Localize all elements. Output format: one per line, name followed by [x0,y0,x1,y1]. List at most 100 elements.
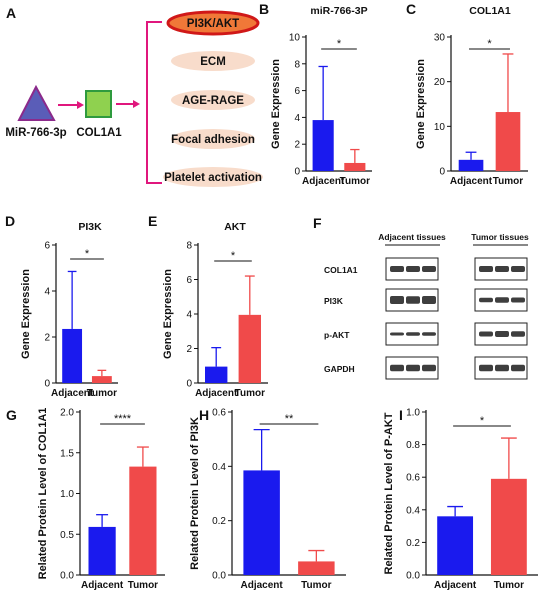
blot-band [406,296,420,304]
y-tick-label: 2 [186,344,192,355]
panel-letter: C [406,1,416,17]
blot-band [479,266,493,272]
y-axis-label: Gene Expression [270,59,282,149]
blot-row-label: p-AKT [324,330,350,340]
chart-title: miR-766-3P [310,5,367,17]
blot-band [422,266,436,272]
blot-band [479,331,493,337]
y-tick-label: 6 [294,86,300,97]
panel-letter: E [148,213,157,229]
y-tick-label: 0.6 [406,473,420,484]
pathway-label: Platelet activation [164,172,262,184]
pathway-label: PI3K/AKT [187,18,239,30]
y-tick-label: 8 [186,241,192,252]
y-tick-label: 10 [434,122,446,133]
pathway-oval [171,90,255,110]
blot-band [511,364,525,372]
chart-i: I 0.0 0.2 0.4 0.6 0.8 1.0 Related Protein Level… [383,407,538,591]
y-tick-label: 0.6 [212,408,226,419]
arrow-1-head-icon [77,101,84,109]
y-tick-label: 6 [44,241,50,252]
panel-letter: G [6,407,17,423]
y-tick-label: 1.0 [60,489,74,500]
blot-band [406,364,420,372]
y-axis-label: Related Protein Level of P-AKT [383,412,395,574]
blot-band [479,364,493,372]
x-tick-label: Tumor [87,388,117,399]
bar [243,470,280,575]
mirna-triangle-icon [17,84,56,121]
bar [344,162,366,171]
chart-title: COL1A1 [469,5,511,17]
bar [129,466,157,575]
bar [458,159,484,171]
panel-a: A MiR-766-3p COL1A1 PI3K/AKT ECM AGE-RAG… [5,5,263,187]
bar [238,314,261,383]
y-tick-label: 0.0 [60,571,74,582]
significance-label: * [85,248,90,260]
bar [312,120,334,171]
x-tick-label: Adjacent [241,580,284,591]
y-tick-label: 4 [294,113,300,124]
x-tick-label: Tumor [493,176,523,187]
y-tick-label: 0 [294,167,300,178]
bar [495,112,521,171]
blot-rows: COL1A1 PI3K p-AKT GAPDH [324,257,528,380]
y-axis-label: Gene Expression [162,269,174,359]
bar [205,366,228,383]
x-tick-label: Adjacent [434,580,477,591]
blot-band [406,266,420,272]
mirna-label: MiR-766-3p [5,127,66,139]
significance-label: * [337,38,342,50]
bar [437,516,474,575]
y-tick-label: 0.5 [60,530,74,541]
y-axis-label: Gene Expression [20,269,32,359]
significance-label: ** [285,413,294,425]
x-tick-label: Tumor [340,176,370,187]
pathway-label: ECM [200,56,226,68]
y-tick-label: 2.0 [60,408,74,419]
x-tick-label: Tumor [494,580,524,591]
y-tick-label: 4 [186,310,192,321]
y-tick-label: 30 [434,33,446,44]
panel-letter: B [259,1,269,17]
panel-f: F Adjacent tissues Tumor tissues COL1A1 P… [313,215,529,380]
blot-band [390,266,404,272]
blot-band [422,332,436,336]
blot-band [511,297,525,303]
panel-letter: H [199,407,209,423]
x-tick-label: Adjacent [450,176,493,187]
blot-band [406,332,420,336]
y-tick-label: 0.4 [212,462,226,473]
y-tick-label: 0 [439,167,445,178]
significance-label: * [487,38,492,50]
blot-band [495,266,509,272]
panel-letter-f: F [313,215,322,231]
pathway-oval [163,167,263,187]
x-tick-label: Adjacent [195,388,238,399]
bar [88,526,116,575]
panel-letter: D [5,213,15,229]
bar [62,328,83,383]
pathway-oval [171,51,255,71]
y-tick-label: 0.0 [406,571,420,582]
y-tick-label: 1.0 [406,408,420,419]
y-tick-label: 0.0 [212,571,226,582]
blot-band [495,331,509,337]
gene-label: COL1A1 [76,127,122,139]
y-tick-label: 0 [186,379,192,390]
pathway-label: AGE-RAGE [182,95,244,107]
y-axis-label: Gene Expression [415,59,427,149]
y-tick-label: 6 [186,275,192,286]
y-axis-label: Related Protein Level of COL1A1 [37,408,49,580]
panel-letter: I [399,407,403,423]
y-tick-label: 8 [294,59,300,70]
chart-g: G 0.0 0.5 1.0 1.5 2.0 Related Protein Level of… [6,407,165,591]
chart-title: AKT [224,221,246,233]
blot-row-label: GAPDH [324,364,355,374]
blot-band [390,364,404,372]
pathway-oval-highlight [166,10,260,36]
x-tick-label: Tumor [128,580,158,591]
